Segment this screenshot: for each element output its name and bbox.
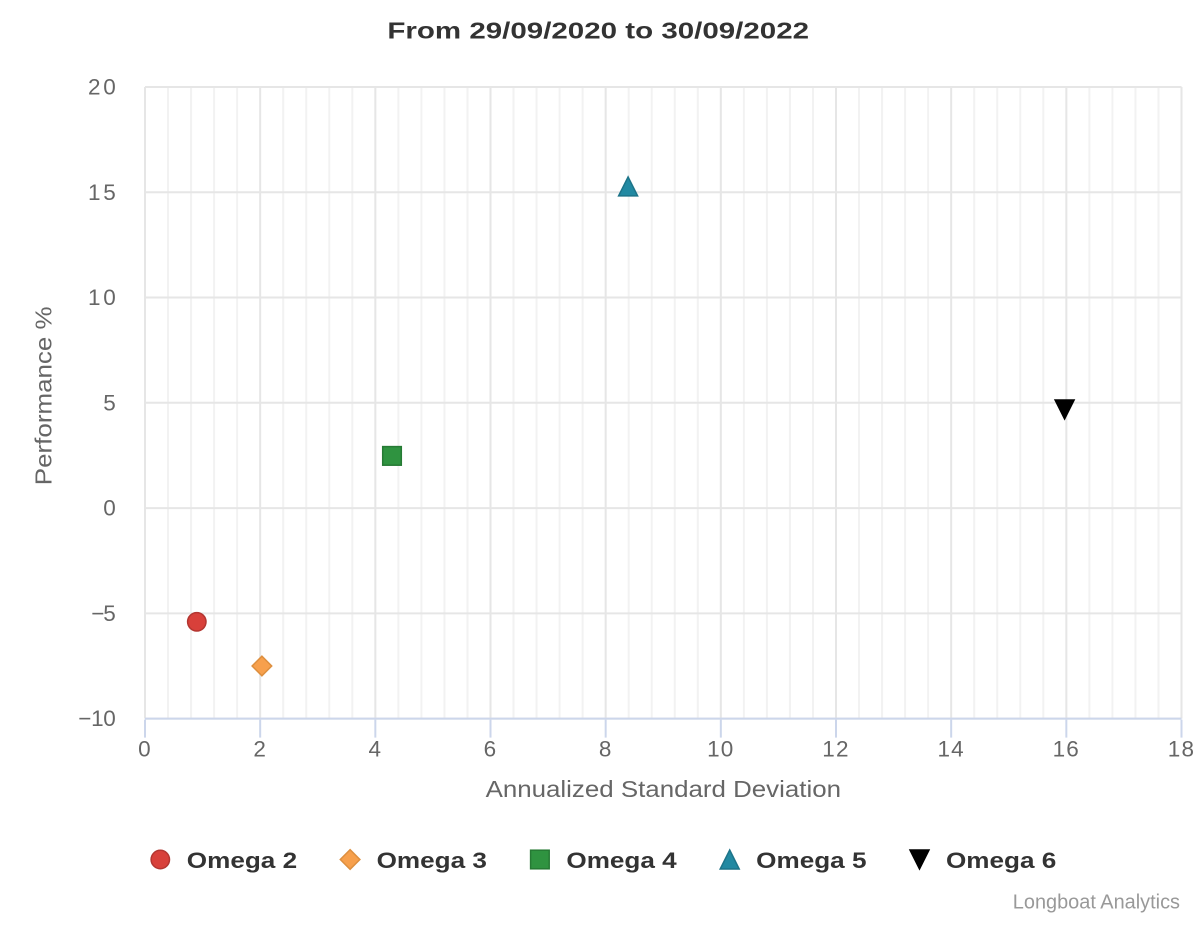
svg-text:18: 18 — [1168, 736, 1195, 761]
svg-text:Omega 3: Omega 3 — [377, 848, 487, 873]
svg-text:10: 10 — [88, 285, 116, 310]
svg-text:Longboat Analytics: Longboat Analytics — [1013, 892, 1180, 914]
svg-text:Omega 4: Omega 4 — [566, 848, 677, 873]
svg-text:10: 10 — [707, 736, 734, 761]
svg-text:Omega 6: Omega 6 — [946, 848, 1056, 873]
svg-text:14: 14 — [937, 736, 964, 761]
svg-text:4: 4 — [368, 736, 382, 761]
svg-text:5: 5 — [103, 390, 116, 415]
svg-text:Omega 5: Omega 5 — [756, 848, 866, 873]
svg-text:6: 6 — [484, 736, 498, 761]
svg-text:−10: −10 — [78, 706, 116, 731]
svg-text:8: 8 — [599, 736, 613, 761]
svg-text:Annualized Standard Deviation: Annualized Standard Deviation — [486, 776, 841, 802]
svg-text:From 29/09/2020 to 30/09/2022: From 29/09/2020 to 30/09/2022 — [387, 18, 809, 44]
svg-text:0: 0 — [103, 496, 116, 521]
svg-text:Performance %: Performance % — [30, 306, 56, 485]
svg-text:2: 2 — [253, 736, 267, 761]
svg-text:0: 0 — [138, 736, 152, 761]
svg-text:15: 15 — [88, 180, 116, 205]
svg-text:20: 20 — [88, 75, 116, 100]
svg-text:Omega 2: Omega 2 — [187, 848, 297, 873]
svg-text:16: 16 — [1053, 736, 1080, 761]
svg-text:−5: −5 — [91, 601, 116, 626]
svg-text:12: 12 — [822, 736, 849, 761]
